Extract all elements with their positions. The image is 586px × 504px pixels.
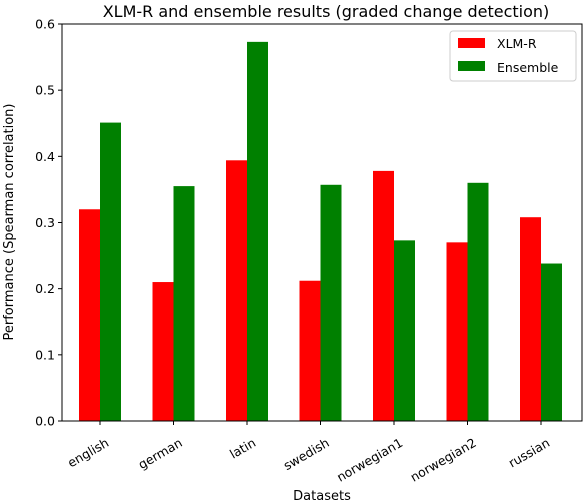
bar-xlm-r-german bbox=[152, 282, 174, 421]
bar-xlm-r-latin bbox=[226, 160, 247, 421]
y-axis: 0.0 0.1 0.2 0.3 0.4 0.5 0.6 bbox=[35, 17, 62, 429]
x-tick-label-norwegian2: norwegian2 bbox=[408, 435, 479, 485]
bar-ensemble-english bbox=[100, 122, 121, 422]
legend-label-ensemble: Ensemble bbox=[497, 60, 559, 75]
y-tick-label: 0.0 bbox=[35, 414, 55, 429]
bar-xlm-r-norwegian1 bbox=[373, 170, 394, 421]
bar-ensemble-russian bbox=[541, 263, 562, 421]
legend-label-xlm-r: XLM-R bbox=[497, 36, 537, 51]
x-tick-label-swedish: swedish bbox=[281, 435, 332, 473]
legend-swatch-ensemble bbox=[458, 61, 485, 71]
bar-xlm-r-norwegian2 bbox=[446, 242, 468, 421]
bar-xlm-r-english bbox=[79, 209, 100, 421]
y-tick-label: 0.2 bbox=[35, 281, 55, 296]
legend: XLM-R Ensemble bbox=[449, 30, 577, 82]
bar-ensemble-norwegian1 bbox=[394, 240, 415, 421]
x-tick-label-german: german bbox=[135, 435, 184, 472]
y-tick-label: 0.6 bbox=[35, 17, 55, 32]
bar-xlm-r-russian bbox=[520, 217, 541, 421]
y-tick-label: 0.1 bbox=[35, 347, 55, 362]
bar-ensemble-german bbox=[173, 186, 195, 421]
legend-swatch-xlm-r bbox=[458, 38, 485, 48]
y-tick-label: 0.3 bbox=[35, 215, 55, 230]
bar-ensemble-norwegian2 bbox=[467, 182, 489, 421]
bars-group bbox=[79, 41, 562, 422]
y-axis-label: Performance (Spearman correlation) bbox=[2, 104, 17, 341]
chart-title: XLM-R and ensemble results (graded chang… bbox=[103, 2, 550, 21]
bar-ensemble-swedish bbox=[320, 184, 342, 421]
x-tick-label-english: english bbox=[65, 435, 111, 470]
bar-xlm-r-swedish bbox=[299, 280, 321, 421]
x-tick-label-norwegian1: norwegian1 bbox=[334, 435, 405, 485]
x-tick-label-russian: russian bbox=[506, 435, 553, 471]
x-axis: english german latin swedish norwegian1 norwe… bbox=[65, 421, 552, 485]
x-axis-label: Datasets bbox=[293, 489, 351, 504]
x-tick-label-latin: latin bbox=[227, 435, 258, 462]
y-tick-label: 0.5 bbox=[35, 83, 55, 98]
y-tick-label: 0.4 bbox=[35, 149, 55, 164]
bar-ensemble-latin bbox=[247, 41, 268, 422]
